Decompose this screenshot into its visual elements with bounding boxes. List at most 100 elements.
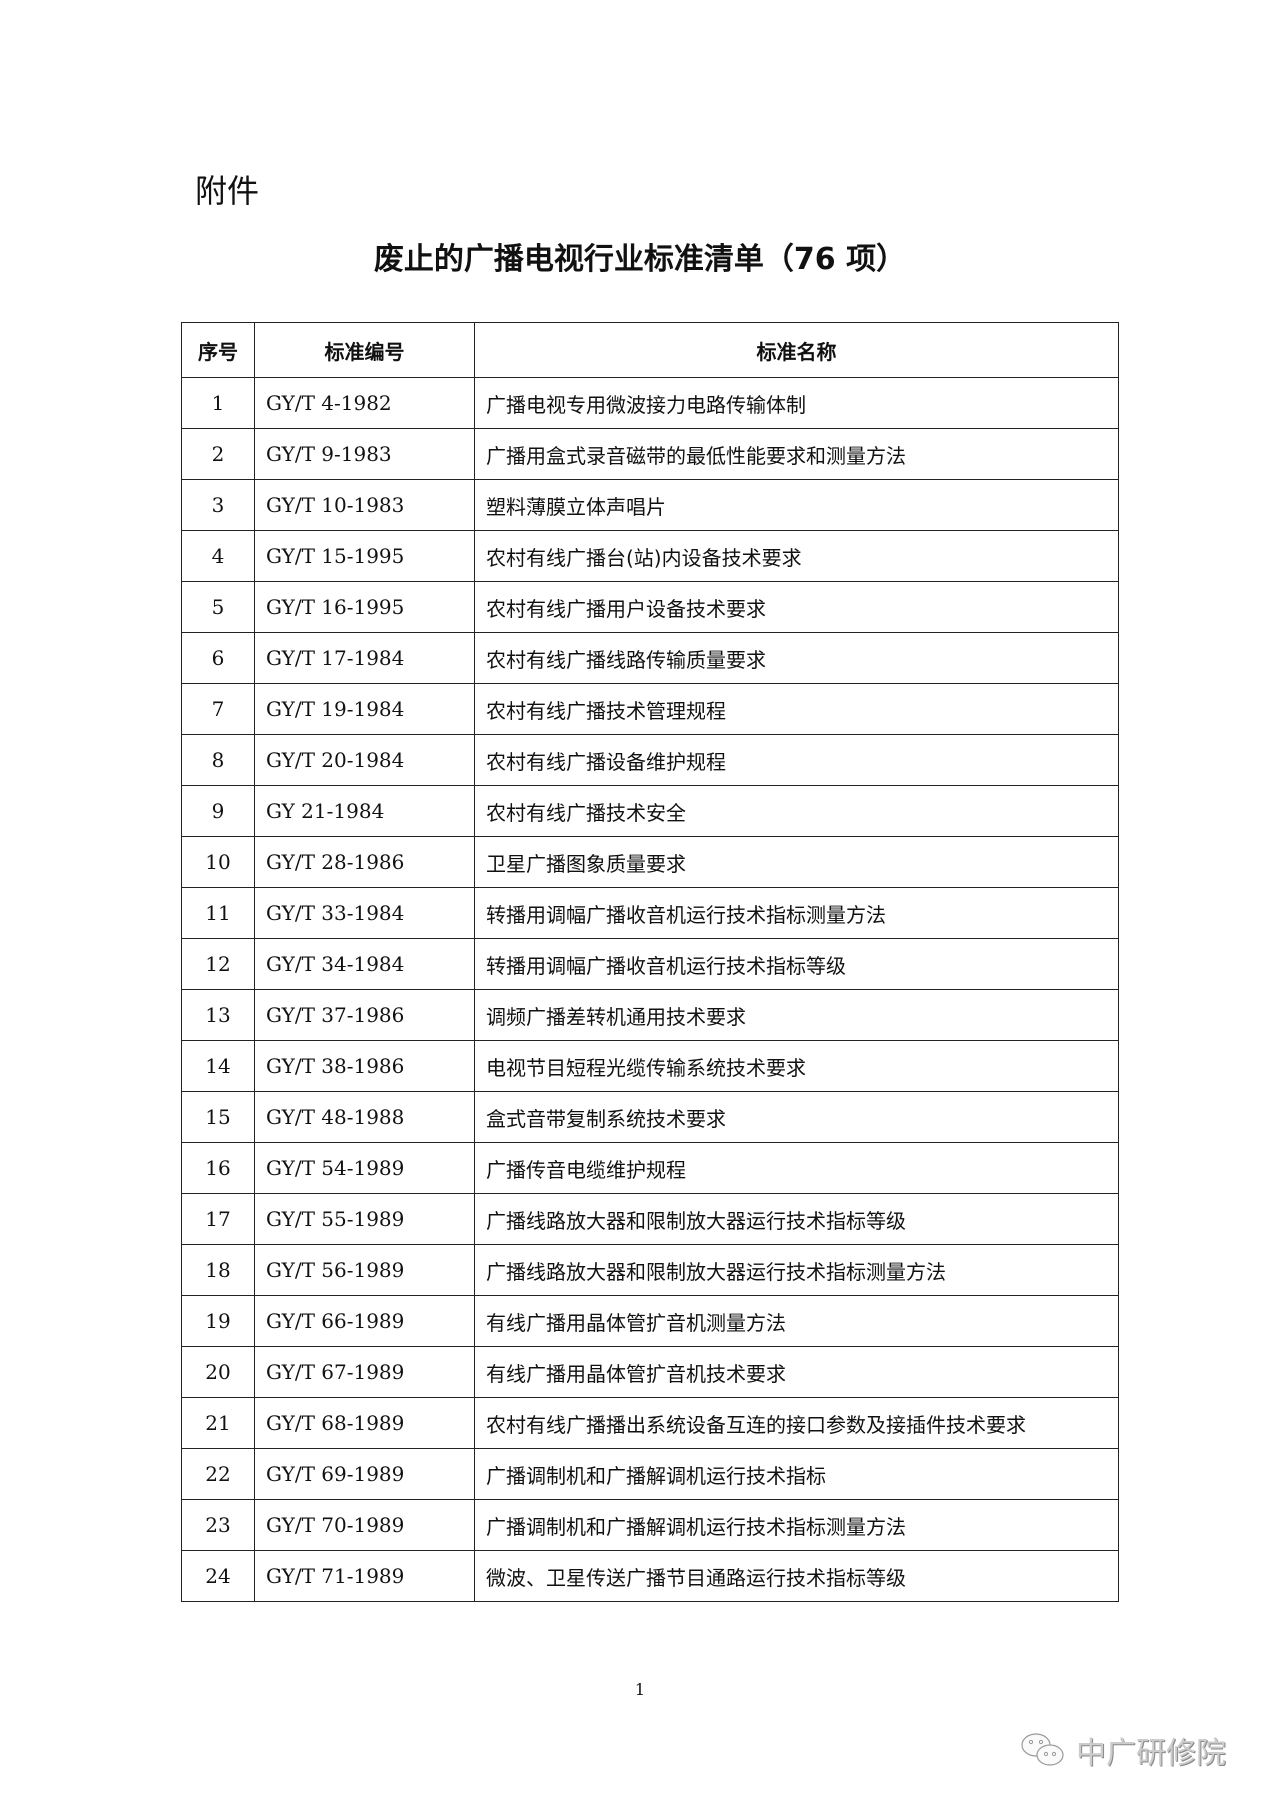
header-name: 标准名称 xyxy=(474,322,1119,378)
cell-no: 10 xyxy=(181,836,255,888)
table-row: 15 GY/T 48-1988 盒式音带复制系统技术要求 xyxy=(181,1091,1119,1143)
table-row: 19 GY/T 66-1989 有线广播用晶体管扩音机测量方法 xyxy=(181,1295,1119,1347)
cell-no: 3 xyxy=(181,479,255,531)
table-row: 8 GY/T 20-1984 农村有线广播设备维护规程 xyxy=(181,734,1119,786)
standards-table: 序号 标准编号 标准名称 1 GY/T 4-1982 广播电视专用微波接力电路传输体… xyxy=(181,322,1119,1602)
table-row: 6 GY/T 17-1984 农村有线广播线路传输质量要求 xyxy=(181,632,1119,684)
cell-name: 农村有线广播技术管理规程 xyxy=(474,683,1119,735)
table-header-row: 序号 标准编号 标准名称 xyxy=(181,322,1119,378)
cell-name: 盒式音带复制系统技术要求 xyxy=(474,1091,1119,1143)
cell-code: GY/T 17-1984 xyxy=(254,632,475,684)
cell-no: 23 xyxy=(181,1499,255,1551)
cell-no: 2 xyxy=(181,428,255,480)
document-title: 废止的广播电视行业标准清单（76 项） xyxy=(373,242,907,277)
table-row: 5 GY/T 16-1995 农村有线广播用户设备技术要求 xyxy=(181,581,1119,633)
cell-name: 农村有线广播播出系统设备互连的接口参数及接插件技术要求 xyxy=(474,1397,1119,1449)
cell-no: 22 xyxy=(181,1448,255,1500)
table-row: 14 GY/T 38-1986 电视节目短程光缆传输系统技术要求 xyxy=(181,1040,1119,1092)
cell-code: GY/T 37-1986 xyxy=(254,989,475,1041)
table-row: 13 GY/T 37-1986 调频广播差转机通用技术要求 xyxy=(181,989,1119,1041)
cell-name: 有线广播用晶体管扩音机技术要求 xyxy=(474,1346,1119,1398)
cell-name: 农村有线广播线路传输质量要求 xyxy=(474,632,1119,684)
wechat-icon xyxy=(1021,1733,1064,1766)
cell-code: GY/T 9-1983 xyxy=(254,428,475,480)
table-row: 10 GY/T 28-1986 卫星广播图象质量要求 xyxy=(181,836,1119,888)
cell-code: GY/T 48-1988 xyxy=(254,1091,475,1143)
cell-code: GY/T 66-1989 xyxy=(254,1295,475,1347)
table-row: 3 GY/T 10-1983 塑料薄膜立体声唱片 xyxy=(181,479,1119,531)
cell-code: GY/T 71-1989 xyxy=(254,1550,475,1602)
cell-name: 农村有线广播用户设备技术要求 xyxy=(474,581,1119,633)
cell-code: GY/T 54-1989 xyxy=(254,1142,475,1194)
cell-code: GY/T 16-1995 xyxy=(254,581,475,633)
cell-code: GY 21-1984 xyxy=(254,785,475,837)
cell-code: GY/T 28-1986 xyxy=(254,836,475,888)
cell-name: 微波、卫星传送广播节目通路运行技术指标等级 xyxy=(474,1550,1119,1602)
cell-name: 卫星广播图象质量要求 xyxy=(474,836,1119,888)
cell-code: GY/T 68-1989 xyxy=(254,1397,475,1449)
cell-code: GY/T 10-1983 xyxy=(254,479,475,531)
cell-code: GY/T 67-1989 xyxy=(254,1346,475,1398)
cell-no: 6 xyxy=(181,632,255,684)
cell-code: GY/T 56-1989 xyxy=(254,1244,475,1296)
cell-code: GY/T 70-1989 xyxy=(254,1499,475,1551)
cell-name: 转播用调幅广播收音机运行技术指标测量方法 xyxy=(474,887,1119,939)
cell-code: GY/T 4-1982 xyxy=(254,377,475,429)
cell-no: 1 xyxy=(181,377,255,429)
cell-no: 9 xyxy=(181,785,255,837)
table-row: 12 GY/T 34-1984 转播用调幅广播收音机运行技术指标等级 xyxy=(181,938,1119,990)
cell-name: 农村有线广播设备维护规程 xyxy=(474,734,1119,786)
cell-no: 20 xyxy=(181,1346,255,1398)
cell-no: 24 xyxy=(181,1550,255,1602)
cell-no: 18 xyxy=(181,1244,255,1296)
cell-no: 11 xyxy=(181,887,255,939)
cell-no: 19 xyxy=(181,1295,255,1347)
cell-name: 广播调制机和广播解调机运行技术指标 xyxy=(474,1448,1119,1500)
table-row: 17 GY/T 55-1989 广播线路放大器和限制放大器运行技术指标等级 xyxy=(181,1193,1119,1245)
cell-name: 广播调制机和广播解调机运行技术指标测量方法 xyxy=(474,1499,1119,1551)
cell-name: 转播用调幅广播收音机运行技术指标等级 xyxy=(474,938,1119,990)
cell-name: 调频广播差转机通用技术要求 xyxy=(474,989,1119,1041)
cell-no: 7 xyxy=(181,683,255,735)
header-code: 标准编号 xyxy=(254,322,475,378)
cell-no: 14 xyxy=(181,1040,255,1092)
cell-code: GY/T 33-1984 xyxy=(254,887,475,939)
cell-code: GY/T 34-1984 xyxy=(254,938,475,990)
table-row: 22 GY/T 69-1989 广播调制机和广播解调机运行技术指标 xyxy=(181,1448,1119,1500)
table-row: 24 GY/T 71-1989 微波、卫星传送广播节目通路运行技术指标等级 xyxy=(181,1550,1119,1602)
cell-name: 塑料薄膜立体声唱片 xyxy=(474,479,1119,531)
cell-no: 17 xyxy=(181,1193,255,1245)
cell-name: 农村有线广播台(站)内设备技术要求 xyxy=(474,530,1119,582)
cell-code: GY/T 15-1995 xyxy=(254,530,475,582)
table-row: 21 GY/T 68-1989 农村有线广播播出系统设备互连的接口参数及接插件技术要… xyxy=(181,1397,1119,1449)
table-row: 18 GY/T 56-1989 广播线路放大器和限制放大器运行技术指标测量方法 xyxy=(181,1244,1119,1296)
cell-no: 12 xyxy=(181,938,255,990)
table-row: 9 GY 21-1984 农村有线广播技术安全 xyxy=(181,785,1119,837)
page-number: 1 xyxy=(634,1680,646,1699)
cell-name: 广播传音电缆维护规程 xyxy=(474,1142,1119,1194)
watermark-text: 中广研修院 xyxy=(1076,1736,1226,1771)
table-row: 16 GY/T 54-1989 广播传音电缆维护规程 xyxy=(181,1142,1119,1194)
table-row: 2 GY/T 9-1983 广播用盒式录音磁带的最低性能要求和测量方法 xyxy=(181,428,1119,480)
cell-name: 电视节目短程光缆传输系统技术要求 xyxy=(474,1040,1119,1092)
cell-no: 4 xyxy=(181,530,255,582)
table-row: 1 GY/T 4-1982 广播电视专用微波接力电路传输体制 xyxy=(181,377,1119,429)
cell-name: 广播线路放大器和限制放大器运行技术指标测量方法 xyxy=(474,1244,1119,1296)
cell-no: 13 xyxy=(181,989,255,1041)
cell-name: 广播线路放大器和限制放大器运行技术指标等级 xyxy=(474,1193,1119,1245)
cell-no: 8 xyxy=(181,734,255,786)
table-row: 7 GY/T 19-1984 农村有线广播技术管理规程 xyxy=(181,683,1119,735)
cell-code: GY/T 38-1986 xyxy=(254,1040,475,1092)
cell-no: 21 xyxy=(181,1397,255,1449)
cell-name: 有线广播用晶体管扩音机测量方法 xyxy=(474,1295,1119,1347)
cell-no: 5 xyxy=(181,581,255,633)
attachment-label: 附件 xyxy=(195,172,260,210)
cell-no: 16 xyxy=(181,1142,255,1194)
table-row: 11 GY/T 33-1984 转播用调幅广播收音机运行技术指标测量方法 xyxy=(181,887,1119,939)
cell-name: 广播电视专用微波接力电路传输体制 xyxy=(474,377,1119,429)
cell-name: 广播用盒式录音磁带的最低性能要求和测量方法 xyxy=(474,428,1119,480)
watermark: 中广研修院 xyxy=(1020,1728,1226,1772)
table-row: 23 GY/T 70-1989 广播调制机和广播解调机运行技术指标测量方法 xyxy=(181,1499,1119,1551)
cell-name: 农村有线广播技术安全 xyxy=(474,785,1119,837)
cell-code: GY/T 55-1989 xyxy=(254,1193,475,1245)
